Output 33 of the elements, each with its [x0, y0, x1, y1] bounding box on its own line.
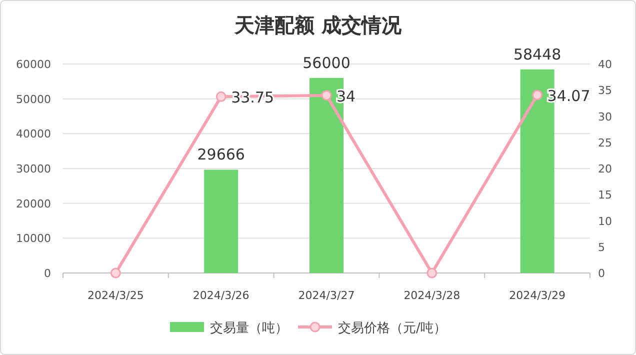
data-label: 29666 — [197, 146, 245, 164]
data-label: 58448 — [513, 45, 562, 64]
y2-tick-label: 15 — [598, 188, 612, 202]
data-label: 33.75 — [231, 88, 274, 107]
point — [110, 268, 121, 278]
x-tick-label: 2024/3/25 — [87, 289, 144, 302]
y2-tick-label: 40 — [598, 58, 612, 71]
x-tick-label: 2024/3/29 — [509, 289, 566, 302]
legend-label: 交易价格（元/吨） — [338, 320, 446, 336]
y2-tick-label: 10 — [598, 214, 612, 228]
y-tick-label: 40000 — [16, 128, 51, 141]
title: 天津配额 成交情况 — [234, 13, 402, 37]
y2-tick-label: 35 — [598, 84, 612, 98]
point — [532, 90, 543, 100]
x-tick-label: 2024/3/27 — [298, 289, 355, 302]
x-tick-label: 2024/3/26 — [192, 289, 250, 302]
y-tick-label: 60000 — [16, 58, 51, 71]
y2-tick-label: 5 — [598, 240, 605, 254]
y-tick-label: 20000 — [16, 197, 51, 210]
y2-tick-label: 25 — [598, 136, 612, 150]
y2-tick-label: 20 — [598, 162, 612, 176]
point — [216, 91, 226, 102]
y-tick-label: 0 — [44, 267, 51, 280]
point — [426, 268, 438, 278]
point — [321, 90, 332, 101]
x-tick-label: 2024/3/28 — [404, 289, 460, 302]
y-tick-label: 50000 — [16, 92, 51, 106]
legend-label: 交易量（吨） — [210, 320, 288, 336]
y-tick-label: 30000 — [16, 162, 51, 176]
y-tick-label: 10000 — [16, 232, 51, 246]
data-label: 56000 — [302, 54, 350, 72]
y2-tick-label: 30 — [598, 110, 612, 124]
y2-tick-label: 0 — [598, 267, 605, 280]
